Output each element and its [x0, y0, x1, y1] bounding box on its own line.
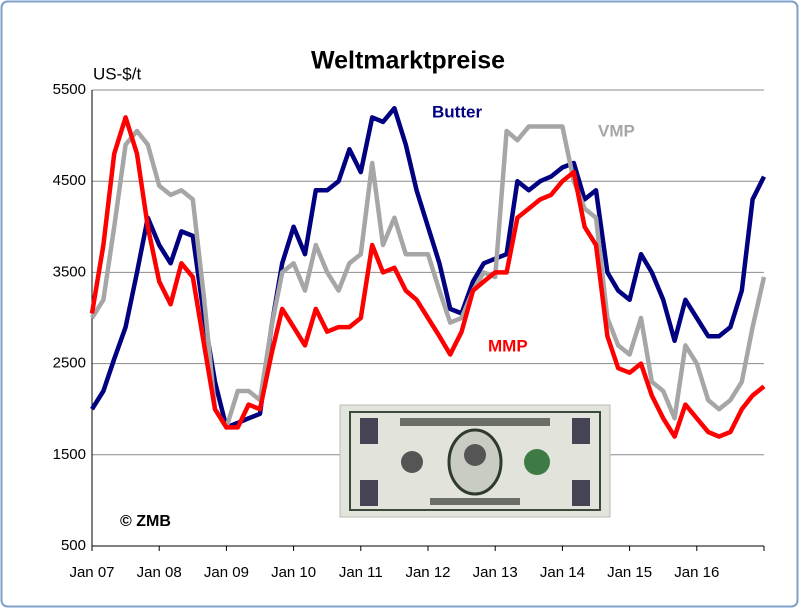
bill-corner — [360, 480, 378, 506]
bill-border — [349, 411, 601, 511]
bill-text — [400, 418, 550, 426]
x-tick-label: Jan 15 — [607, 564, 652, 581]
y-tick-label: 5500 — [53, 81, 86, 98]
bill-seal-left — [401, 451, 423, 473]
bill-corner — [360, 418, 378, 444]
bill-corner — [572, 418, 590, 444]
y-tick-label: 3500 — [53, 263, 86, 280]
chart-title: Weltmarktpreise — [311, 47, 505, 75]
bill-corner — [572, 480, 590, 506]
y-tick-label: 500 — [61, 537, 86, 554]
x-tick-label: Jan 16 — [674, 564, 719, 581]
bill-head — [464, 444, 486, 466]
y-tick-label: 4500 — [53, 172, 86, 189]
x-tick-label: Jan 07 — [69, 564, 114, 581]
series-line — [90, 124, 767, 430]
y-tick-label: 1500 — [53, 446, 86, 463]
series-label: Butter — [432, 102, 482, 121]
bill-text — [430, 498, 520, 505]
series-label: VMP — [598, 121, 635, 140]
x-tick-label: Jan 09 — [204, 564, 249, 581]
series-line — [89, 115, 766, 439]
x-tick-label: Jan 13 — [473, 564, 518, 581]
y-axis-label: US-$/t — [93, 64, 141, 83]
x-tick-label: Jan 08 — [137, 564, 182, 581]
bill-seal — [524, 449, 550, 475]
source-note: © ZMB — [120, 513, 171, 530]
y-tick-label: 2500 — [53, 355, 86, 372]
x-tick-label: Jan 14 — [540, 564, 585, 581]
series-label: MMP — [488, 336, 528, 355]
x-tick-label: Jan 12 — [405, 564, 450, 581]
dollar-bill — [339, 404, 611, 518]
x-tick-label: Jan 11 — [339, 564, 383, 581]
x-tick-label: Jan 10 — [271, 564, 316, 581]
